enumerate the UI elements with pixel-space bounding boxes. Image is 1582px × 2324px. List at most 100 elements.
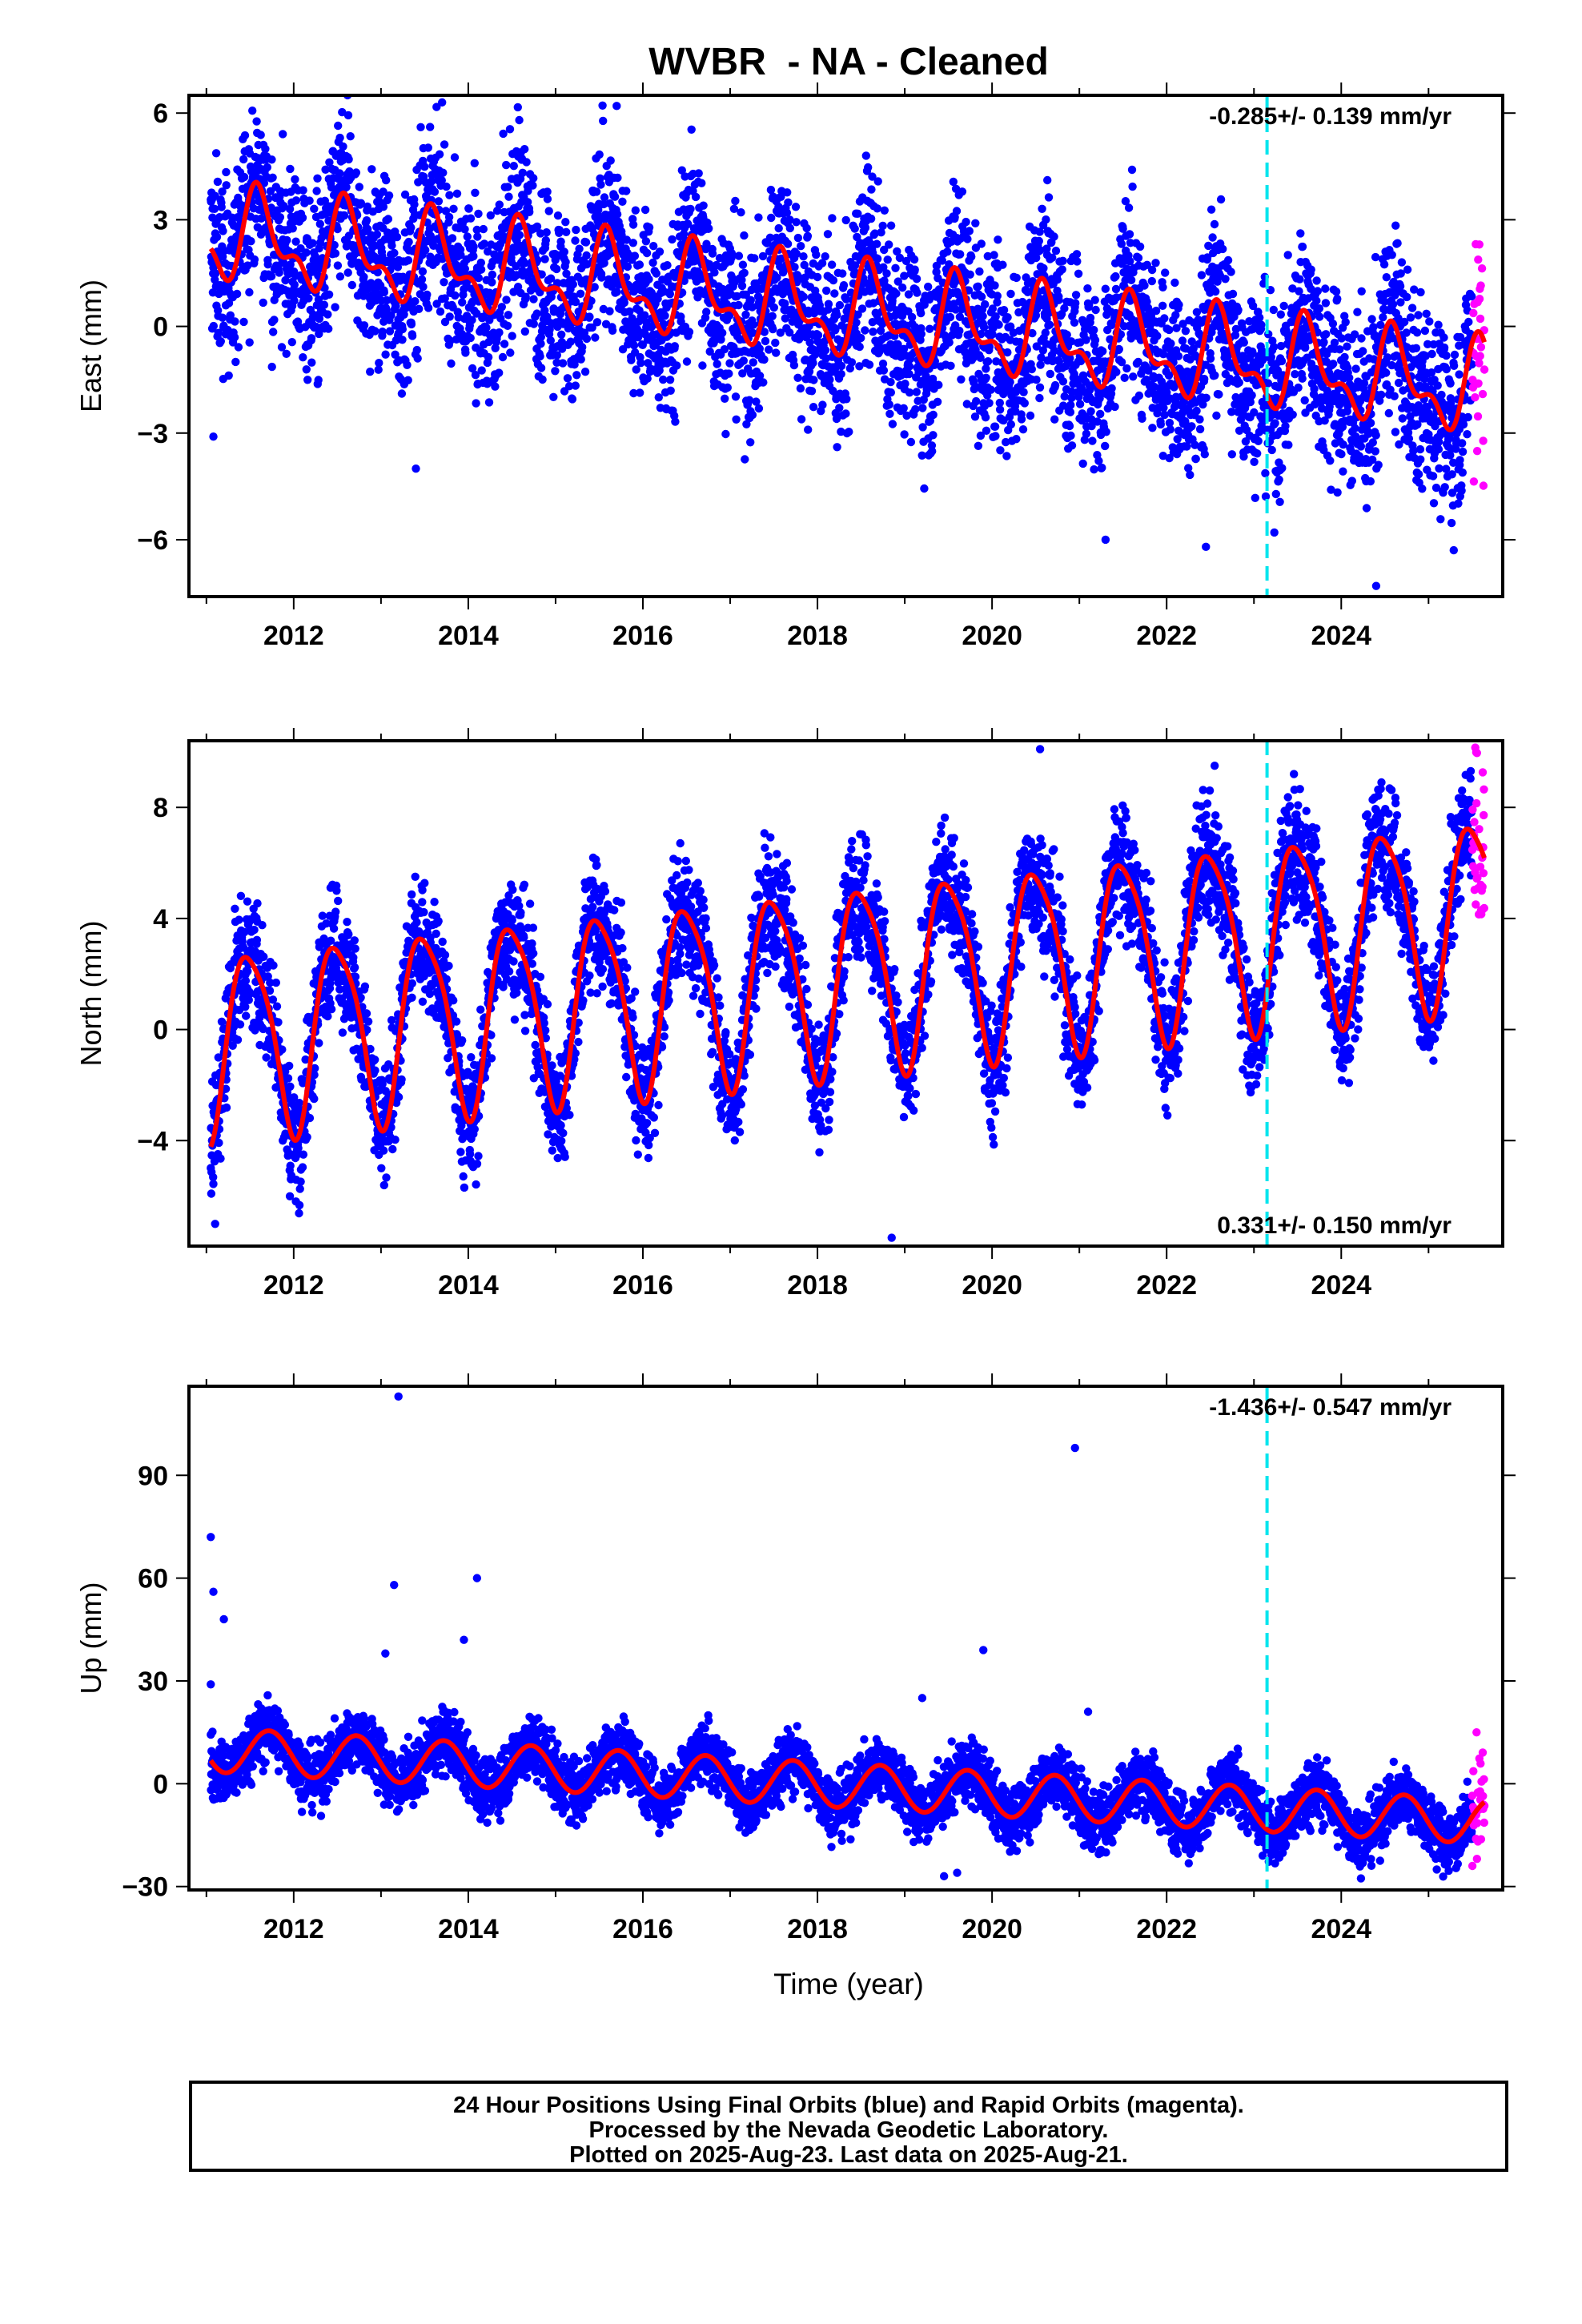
data-point <box>504 311 513 320</box>
data-point <box>312 187 321 195</box>
data-point <box>502 160 511 170</box>
data-point <box>857 304 867 313</box>
data-point <box>966 270 974 279</box>
data-point <box>403 360 412 369</box>
data-point <box>290 280 299 289</box>
data-point <box>627 356 636 364</box>
data-point <box>303 376 312 384</box>
data-point <box>1409 446 1418 456</box>
data-point <box>873 239 881 248</box>
data-point <box>869 328 877 336</box>
data-point <box>562 227 571 236</box>
data-point <box>1098 347 1107 356</box>
data-point <box>741 455 749 464</box>
rapid-point <box>1476 352 1484 360</box>
data-point <box>1073 257 1082 266</box>
data-point <box>1255 313 1264 322</box>
data-point <box>1440 483 1449 492</box>
data-point <box>1468 292 1476 301</box>
data-point <box>1395 282 1405 291</box>
data-point <box>697 179 706 187</box>
data-point <box>905 362 914 371</box>
data-point <box>424 143 432 152</box>
data-point <box>870 229 880 238</box>
data-point <box>446 336 455 345</box>
data-point <box>509 162 518 171</box>
data-point <box>1158 283 1167 292</box>
data-point <box>797 242 805 251</box>
data-point <box>307 334 316 343</box>
data-point <box>488 270 497 279</box>
data-point <box>720 345 729 354</box>
data-point <box>892 289 901 298</box>
data-point <box>282 349 291 358</box>
data-point <box>910 265 919 274</box>
data-point <box>321 165 330 174</box>
data-point <box>613 173 622 183</box>
data-point <box>901 256 911 266</box>
data-point <box>239 172 249 182</box>
data-point <box>468 364 477 373</box>
data-point <box>873 177 882 186</box>
data-point <box>1351 364 1360 373</box>
data-point <box>390 248 399 258</box>
data-point <box>333 224 342 234</box>
data-point <box>379 187 387 196</box>
data-point <box>1151 259 1160 267</box>
data-point <box>785 328 794 337</box>
data-point <box>474 209 483 219</box>
data-point <box>1391 221 1400 230</box>
data-point <box>1053 275 1062 284</box>
data-point <box>823 230 833 239</box>
data-point <box>536 340 545 348</box>
data-point <box>1239 338 1249 347</box>
data-point <box>1066 431 1075 440</box>
data-point <box>503 321 512 330</box>
data-point <box>417 275 427 284</box>
data-point <box>850 224 859 233</box>
data-point <box>576 355 585 364</box>
data-point <box>449 204 458 213</box>
data-point <box>571 297 580 307</box>
data-point <box>1211 287 1220 296</box>
data-point <box>855 362 864 371</box>
data-point <box>315 219 324 228</box>
data-point <box>523 198 532 207</box>
data-point <box>785 215 794 224</box>
data-point <box>618 197 627 206</box>
data-point <box>663 261 672 270</box>
data-point <box>1351 424 1359 432</box>
data-point <box>1156 420 1166 429</box>
data-point <box>218 313 227 322</box>
data-point <box>991 432 1000 440</box>
data-point <box>723 383 732 392</box>
data-point <box>243 261 252 270</box>
data-point <box>837 369 845 379</box>
data-point <box>440 140 449 149</box>
data-point <box>610 192 620 201</box>
data-point <box>852 318 861 327</box>
data-point <box>469 251 478 261</box>
data-point <box>945 338 954 347</box>
data-point <box>518 168 527 177</box>
data-point <box>1271 419 1279 428</box>
data-point <box>585 312 594 321</box>
data-point <box>355 183 363 191</box>
data-point <box>1439 333 1448 342</box>
data-point <box>216 337 225 346</box>
data-point <box>635 306 644 315</box>
data-point <box>802 223 811 233</box>
data-point <box>661 312 669 320</box>
data-point <box>1187 337 1196 346</box>
data-point <box>281 275 290 285</box>
data-point <box>1138 414 1146 423</box>
data-point <box>543 195 552 203</box>
data-point <box>1434 444 1443 454</box>
data-point <box>666 386 675 395</box>
data-point <box>638 340 647 349</box>
rapid-point <box>1469 477 1479 486</box>
data-point <box>381 350 390 359</box>
data-point <box>1111 271 1120 281</box>
data-point <box>1128 182 1137 191</box>
data-point <box>335 272 345 281</box>
